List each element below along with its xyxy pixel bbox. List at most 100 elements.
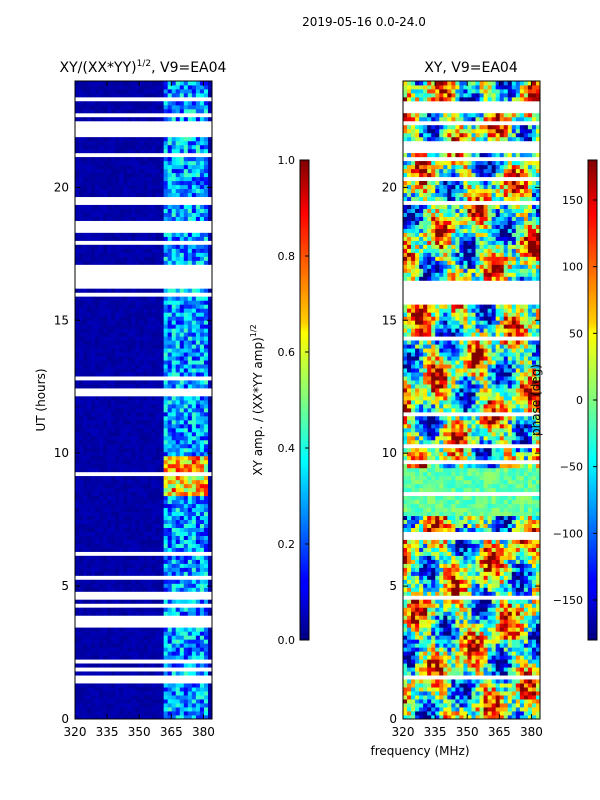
amplitude-cell xyxy=(183,336,189,341)
amplitude-cell xyxy=(151,511,156,517)
amplitude-cell xyxy=(115,168,120,174)
amplitude-cell xyxy=(167,164,173,170)
amplitude-cell xyxy=(107,419,112,425)
amplitude-cell xyxy=(87,431,92,437)
amplitude-cell xyxy=(99,491,104,497)
phase-cell xyxy=(479,687,484,692)
amplitude-cell xyxy=(95,164,100,170)
amplitude-cell xyxy=(195,627,201,632)
amplitude-cell xyxy=(95,180,100,186)
amplitude-cell xyxy=(119,348,124,353)
amplitude-data-gap xyxy=(75,551,212,556)
amplitude-cell xyxy=(151,216,156,221)
amplitude-cell xyxy=(107,687,112,692)
amplitude-cell xyxy=(131,164,136,170)
amplitude-cell xyxy=(119,715,124,719)
amplitude-cell xyxy=(123,487,128,493)
amplitude-cell xyxy=(155,687,161,692)
amplitude-cell xyxy=(95,699,100,704)
amplitude-cell xyxy=(87,92,92,98)
phase-cell xyxy=(443,683,448,688)
amplitude-cell xyxy=(131,683,136,688)
phase-cell xyxy=(439,635,444,640)
phase-cell xyxy=(487,699,493,704)
amplitude-cell xyxy=(203,216,209,221)
amplitude-cell xyxy=(83,380,88,385)
amplitude-cell xyxy=(199,176,205,182)
amplitude-cell xyxy=(207,463,212,469)
amplitude-cell xyxy=(111,587,116,592)
amplitude-cell xyxy=(111,407,116,413)
amplitude-cell xyxy=(187,455,193,461)
amplitude-cell xyxy=(123,515,128,521)
phase-cell xyxy=(431,639,436,644)
amplitude-cell xyxy=(191,164,197,170)
amplitude-cell xyxy=(119,431,124,437)
phase-cell xyxy=(447,655,452,660)
amplitude-cell xyxy=(139,479,144,485)
amplitude-cell xyxy=(119,447,124,453)
amplitude-cell xyxy=(127,499,132,505)
amplitude-cell xyxy=(123,407,128,413)
amplitude-cell xyxy=(115,427,120,433)
amplitude-cell xyxy=(123,611,128,616)
phase-cell xyxy=(447,635,452,640)
amplitude-cell xyxy=(203,192,209,198)
amplitude-cell xyxy=(131,360,136,365)
amplitude-cell xyxy=(95,403,100,409)
amplitude-cell xyxy=(103,443,108,449)
amplitude-cell xyxy=(191,583,197,588)
amplitude-cell xyxy=(103,411,108,417)
amplitude-cell xyxy=(179,248,185,253)
amplitude-cell xyxy=(95,364,100,369)
amplitude-cell xyxy=(115,100,120,106)
amplitude-cell xyxy=(163,607,169,612)
amplitude-cell xyxy=(151,499,156,505)
phase-cell xyxy=(443,707,448,712)
amplitude-cell xyxy=(199,168,205,174)
amplitude-cell xyxy=(75,543,80,548)
amplitude-cell xyxy=(111,523,116,528)
amplitude-cell xyxy=(171,483,177,489)
phase-cell xyxy=(427,643,432,648)
amplitude-cell xyxy=(155,320,161,325)
amplitude-cell xyxy=(75,288,80,293)
amplitude-cell xyxy=(171,651,177,656)
amplitude-cell xyxy=(147,643,152,648)
amplitude-cell xyxy=(175,407,181,413)
amplitude-cell xyxy=(127,296,132,301)
amplitude-cell xyxy=(127,515,132,521)
amplitude-cell xyxy=(155,643,161,648)
phase-cell xyxy=(447,711,452,716)
phase-cell xyxy=(455,651,460,656)
amplitude-cell xyxy=(179,164,185,170)
amplitude-cell xyxy=(191,348,197,353)
amplitude-cell xyxy=(143,100,148,106)
amplitude-cell xyxy=(139,368,144,373)
amplitude-cell xyxy=(87,499,92,505)
phase-cell xyxy=(455,639,460,644)
amplitude-cell xyxy=(91,344,96,349)
amplitude-cell xyxy=(79,288,84,293)
phase-cell xyxy=(439,647,444,652)
amplitude-cell xyxy=(187,511,193,517)
amplitude-cell xyxy=(199,208,205,213)
amplitude-cell xyxy=(179,683,185,688)
amplitude-cell xyxy=(103,156,108,162)
amplitude-cell xyxy=(91,411,96,417)
amplitude-cell xyxy=(179,663,185,668)
phase-cell xyxy=(495,643,501,648)
amplitude-cell xyxy=(107,523,112,528)
amplitude-cell xyxy=(187,316,193,321)
phase-cell xyxy=(519,635,525,640)
amplitude-cell xyxy=(191,555,197,560)
amplitude-cell xyxy=(123,396,128,401)
amplitude-cell xyxy=(203,483,209,489)
amplitude-cell xyxy=(171,244,177,249)
amplitude-cell xyxy=(131,372,136,377)
amplitude-cell xyxy=(79,236,84,241)
amplitude-cell xyxy=(127,539,132,544)
amplitude-cell xyxy=(195,252,201,257)
amplitude-cell xyxy=(99,431,104,437)
phase-heatmap xyxy=(403,81,540,719)
